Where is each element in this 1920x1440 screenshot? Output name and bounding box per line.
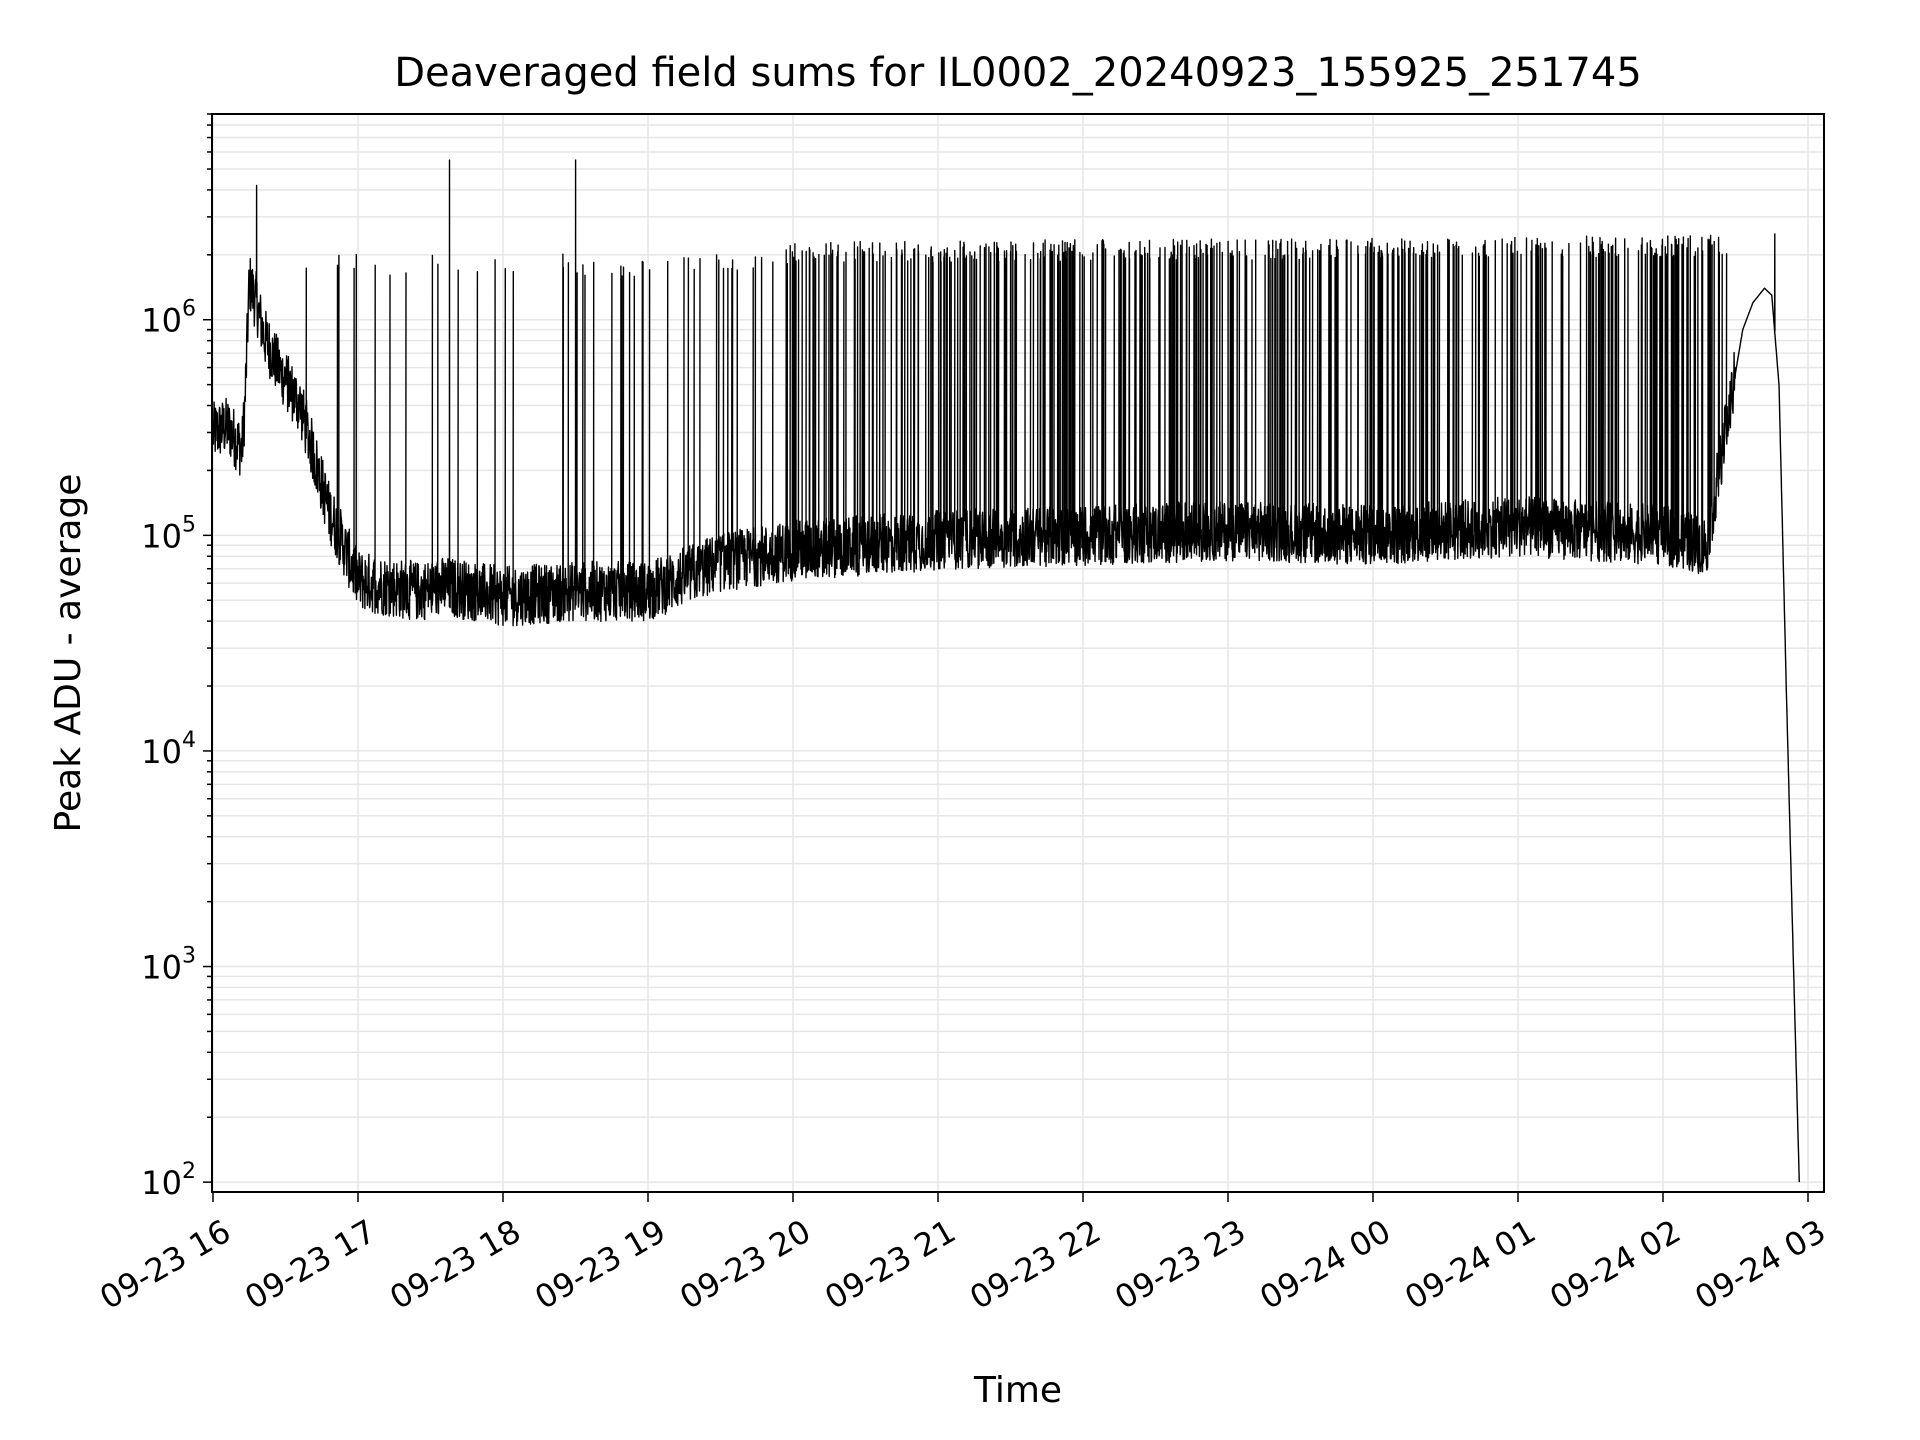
y-axis: 102 103 104 105 106 — [141, 113, 212, 1202]
x-tick-label: 09-23 17 — [238, 1212, 382, 1317]
x-tick-label: 09-23 22 — [963, 1212, 1107, 1317]
x-tick-label: 09-23 20 — [673, 1212, 817, 1317]
x-tick-label: 09-23 16 — [93, 1212, 237, 1317]
x-tick-label: 09-23 19 — [528, 1212, 672, 1317]
series-line — [212, 159, 1800, 1183]
grid — [212, 113, 1824, 1193]
series — [212, 159, 1800, 1183]
y-tick-label: 103 — [141, 944, 196, 987]
x-tick-label: 09-23 23 — [1108, 1212, 1252, 1317]
chart-title: Deaveraged field sums for IL0002_2024092… — [394, 50, 1642, 96]
x-tick-label: 09-24 02 — [1543, 1212, 1687, 1317]
x-axis-label: Time — [973, 1370, 1062, 1411]
plot-frame — [211, 113, 1825, 1193]
x-tick-label: 09-24 03 — [1688, 1212, 1832, 1317]
x-tick-label: 09-23 18 — [383, 1212, 527, 1317]
x-tick-label: 09-23 21 — [818, 1212, 962, 1317]
y-tick-label: 104 — [141, 728, 196, 771]
y-axis-label: Peak ADU - average — [48, 474, 89, 833]
y-tick-label: 102 — [141, 1159, 196, 1202]
x-axis: 09-23 16 09-23 17 09-23 18 09-23 19 09-23 20… — [93, 1192, 1832, 1317]
y-tick-label: 105 — [141, 512, 196, 555]
y-tick-label: 106 — [141, 297, 196, 340]
x-tick-label: 09-24 00 — [1253, 1212, 1397, 1317]
x-tick-label: 09-24 01 — [1398, 1212, 1542, 1317]
